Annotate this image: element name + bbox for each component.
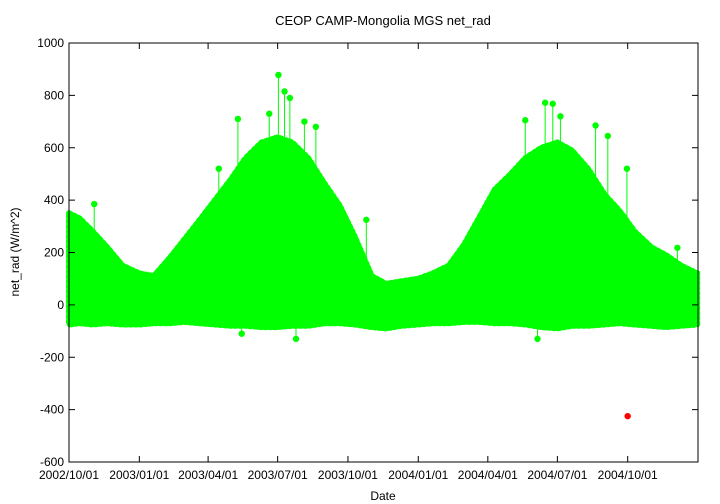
series-point (592, 122, 599, 129)
x-tick-label: 2004/10/01 (598, 468, 658, 482)
y-tick-label: -400 (40, 403, 64, 417)
y-tick-label: 200 (44, 246, 64, 260)
series-point (292, 335, 300, 343)
series-point (281, 88, 288, 95)
x-axis-label: Date (370, 489, 396, 503)
series-point (301, 118, 308, 125)
series-point (286, 94, 294, 102)
y-tick-label: 1000 (37, 36, 64, 50)
y-tick-label: 800 (44, 88, 64, 102)
y-tick-label: 400 (44, 193, 64, 207)
x-tick-label: 2003/01/01 (109, 468, 169, 482)
series-point (275, 71, 282, 79)
x-tick-label: 2003/10/01 (318, 468, 378, 482)
series-point (549, 100, 556, 107)
chart-title: CEOP CAMP-Mongolia MGS net_rad (275, 13, 491, 28)
series-point (91, 200, 98, 208)
x-tick-label: 2003/04/01 (178, 468, 238, 482)
x-tick-label: 2003/07/01 (248, 468, 308, 482)
series-band-edge-dots (66, 134, 701, 332)
x-tick-label: 2004/01/01 (388, 468, 448, 482)
series-point (541, 99, 549, 106)
series-point (266, 110, 273, 117)
series-point (363, 216, 370, 223)
y-tick-label: 600 (44, 141, 64, 155)
series-point (215, 165, 222, 172)
series-point (623, 165, 631, 172)
series-point (534, 335, 541, 343)
data-layer (66, 71, 701, 420)
y-axis-label: net_rad (W/m^2) (8, 208, 22, 297)
series-point (557, 113, 564, 120)
series-point (522, 117, 529, 124)
y-tick-label: 0 (57, 298, 64, 312)
y-tick-label: -200 (40, 350, 64, 364)
x-tick-label: 2004/07/01 (527, 468, 587, 482)
series-point (312, 123, 320, 130)
series-point (234, 115, 242, 123)
series-point (604, 132, 612, 140)
series-point (238, 330, 245, 337)
x-tick-label: 2002/10/01 (39, 468, 99, 482)
x-tick-label: 2004/04/01 (458, 468, 518, 482)
y-tick-label: -600 (40, 455, 64, 469)
axis-ticks: -600 -400 -200 0 200 400 600 800 1000 2002/10/01 2… (37, 36, 698, 482)
outlier-point (624, 412, 631, 420)
series-point (674, 244, 681, 251)
